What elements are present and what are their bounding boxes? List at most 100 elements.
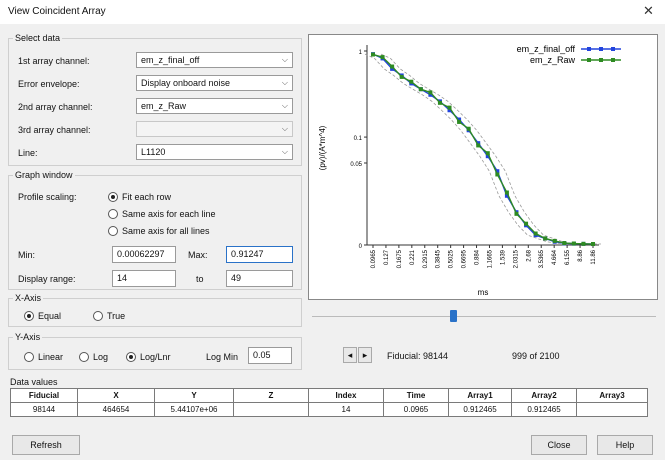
- table-cell[interactable]: 0.0965: [383, 402, 449, 417]
- radio-same-axis-row[interactable]: Same axis for each line: [108, 208, 216, 220]
- error-envelope-upper: [380, 53, 602, 245]
- ch2-select[interactable]: em_z_Raw ⌵: [136, 98, 293, 114]
- data-point: [552, 238, 557, 243]
- record-count: 999 of 2100: [512, 351, 560, 361]
- data-point: [571, 241, 576, 246]
- ch3-label: 3rd array channel:: [18, 125, 91, 135]
- data-point: [476, 141, 481, 146]
- next-button[interactable]: ▸: [358, 347, 372, 363]
- x-axis-group: X-Axis: [8, 293, 302, 327]
- err-value: Display onboard noise: [141, 78, 231, 88]
- select-data-group: Select data: [8, 33, 302, 166]
- data-point: [457, 117, 462, 122]
- err-select[interactable]: Display onboard noise ⌵: [136, 75, 293, 91]
- data-point: [380, 55, 385, 60]
- y-log-label: Log: [93, 352, 109, 362]
- y-tick-label: 0.05: [350, 162, 362, 168]
- data-point: [504, 193, 509, 198]
- table-cell[interactable]: 0.912465: [448, 402, 512, 417]
- table-cell[interactable]: 98144: [10, 402, 78, 417]
- table-cell[interactable]: 5.44107e+06: [154, 402, 234, 417]
- x-tick-label: 0.6695: [462, 249, 468, 268]
- x-tick-label: 11.86: [591, 249, 597, 264]
- radio-fit-each-row[interactable]: Fit each row: [108, 191, 171, 203]
- x-axis-label: ms: [478, 288, 489, 297]
- radio-y-loglnr[interactable]: Log/Lnr: [126, 351, 171, 363]
- x-tick-label: 1.1665: [487, 249, 493, 268]
- chevron-down-icon: ⌵: [281, 147, 288, 156]
- logmin-input[interactable]: 0.05: [248, 347, 292, 364]
- radio-fit-label: Fit each row: [122, 192, 172, 202]
- radio-y-linear[interactable]: Linear: [24, 351, 63, 363]
- range-from-input[interactable]: 14: [112, 270, 176, 287]
- data-point: [447, 105, 452, 110]
- x-tick-label: 4.664: [552, 249, 558, 265]
- x-tick-label: 0.221: [410, 249, 416, 265]
- y-axis-group: Y-Axis: [8, 332, 302, 370]
- data-values-label: Data values: [10, 377, 58, 387]
- table-cell[interactable]: 14: [308, 402, 384, 417]
- data-point: [457, 119, 462, 124]
- err-label: Error envelope:: [18, 79, 80, 89]
- radio-dot: [108, 192, 118, 202]
- line-value: L1120: [141, 147, 166, 157]
- y-loglnr-label: Log/Lnr: [140, 352, 171, 362]
- data-point: [495, 169, 500, 174]
- ch3-select[interactable]: ⌵: [136, 121, 293, 137]
- col-header: X: [77, 388, 155, 403]
- legend-label: em_z_Raw: [530, 55, 576, 65]
- max-input[interactable]: 0.91247: [226, 246, 293, 263]
- table-cell[interactable]: 0.912465: [511, 402, 577, 417]
- radio-x-true[interactable]: True: [93, 310, 125, 322]
- data-point: [562, 241, 567, 246]
- radio-dot: [24, 352, 34, 362]
- col-header: Array2: [511, 388, 577, 403]
- data-point: [524, 221, 529, 226]
- radio-dot: [24, 311, 34, 321]
- fiducial-readout: Fiducial: 98144: [387, 351, 449, 361]
- data-point: [504, 190, 509, 195]
- radio-same-row-label: Same axis for each line: [122, 209, 216, 219]
- line-select[interactable]: L1120 ⌵: [136, 144, 293, 160]
- y-linear-label: Linear: [38, 352, 64, 362]
- table-cell[interactable]: 464654: [77, 402, 155, 417]
- y-tick-label: 1: [359, 50, 363, 56]
- data-point: [428, 90, 433, 95]
- min-input[interactable]: 0.00062297: [112, 246, 176, 263]
- error-envelope-lower: [364, 53, 586, 245]
- radio-x-equal[interactable]: Equal: [24, 310, 61, 322]
- legend-marker: [587, 58, 591, 62]
- col-header: Array1: [448, 388, 512, 403]
- table-cell[interactable]: [576, 402, 648, 417]
- to-label: to: [196, 274, 204, 284]
- slider-thumb[interactable]: [450, 310, 458, 322]
- line-label: Line:: [18, 148, 38, 158]
- x-tick-label: 0.1675: [397, 249, 403, 268]
- range-to-input[interactable]: 49: [226, 270, 293, 287]
- data-point: [390, 64, 395, 69]
- radio-y-log[interactable]: Log: [79, 351, 108, 363]
- refresh-button[interactable]: Refresh: [12, 435, 80, 455]
- max-label: Max:: [188, 250, 208, 260]
- legend-marker: [599, 47, 603, 51]
- table-cell[interactable]: [233, 402, 309, 417]
- close-button[interactable]: Close: [531, 435, 587, 455]
- close-icon[interactable]: ✕: [643, 3, 654, 18]
- data-point: [390, 66, 395, 71]
- data-point: [533, 231, 538, 236]
- data-point: [437, 100, 442, 105]
- table-row[interactable]: 98144 464654 5.44107e+06 14 0.0965 0.912…: [10, 402, 648, 417]
- prev-button[interactable]: ◂: [343, 347, 357, 363]
- legend-marker: [587, 47, 591, 51]
- series-line-em_z_Raw: [372, 53, 594, 245]
- data-point: [466, 126, 471, 131]
- radio-same-axis-all[interactable]: Same axis for all lines: [108, 225, 210, 237]
- data-point: [485, 151, 490, 156]
- col-header: Index: [308, 388, 384, 403]
- legend-marker: [599, 58, 603, 62]
- ch1-select[interactable]: em_z_final_off ⌵: [136, 52, 293, 68]
- help-button[interactable]: Help: [597, 435, 653, 455]
- radio-dot: [108, 209, 118, 219]
- ch1-value: em_z_final_off: [141, 55, 200, 65]
- x-tick-label: 0.884: [475, 249, 481, 265]
